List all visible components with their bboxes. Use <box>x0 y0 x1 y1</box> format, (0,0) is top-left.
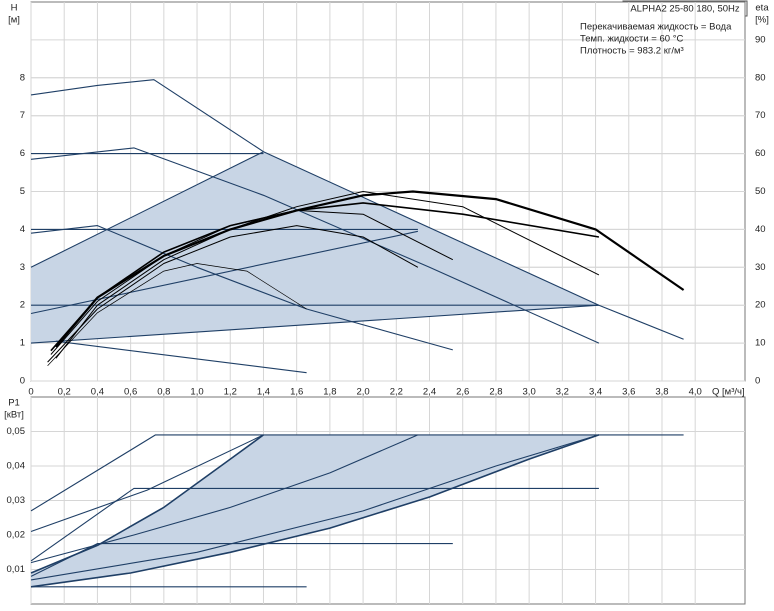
x-tick-label: 2,6 <box>456 387 469 398</box>
operating-area <box>31 151 599 344</box>
y-tick-label: 0,02 <box>7 530 26 541</box>
y-tick-label: 0,05 <box>7 426 26 437</box>
x-tick-label: 0 <box>28 387 33 398</box>
x-tick-label: 0,8 <box>157 387 170 398</box>
y2-tick-label: 30 <box>755 262 766 273</box>
y-tick-label: 2 <box>20 300 25 311</box>
annotation: Плотность = 983.2 кг/м³ <box>580 46 684 57</box>
y-axis-label: P1 <box>8 398 20 409</box>
x-tick-label: 0,6 <box>124 387 137 398</box>
y2-tick-label: 80 <box>755 72 766 83</box>
y-tick-label: 7 <box>20 110 25 121</box>
y2-tick-label: 70 <box>755 110 766 121</box>
x-axis-label: Q [м³/ч] <box>712 387 745 398</box>
x-tick-label: 3,6 <box>622 387 635 398</box>
curve <box>30 434 419 564</box>
x-tick-label: 1,4 <box>257 387 270 398</box>
annotation: Перекачиваемая жидкость = Вода <box>580 22 732 33</box>
y-axis-unit: [кВт] <box>4 410 24 421</box>
y-tick-label: 0,01 <box>7 564 26 575</box>
curve <box>47 225 419 363</box>
x-tick-label: 1,6 <box>290 387 303 398</box>
x-tick-label: 2,4 <box>423 387 436 398</box>
y2-tick-label: 60 <box>755 148 766 159</box>
y2-axis-label: eta <box>755 3 769 14</box>
y2-tick-label: 0 <box>755 376 760 387</box>
y-tick-label: 8 <box>20 72 25 83</box>
y-axis-unit: [м] <box>8 15 20 26</box>
curve <box>55 190 685 348</box>
y2-tick-label: 10 <box>755 338 766 349</box>
curve <box>55 340 307 374</box>
y2-tick-label: 20 <box>755 300 766 311</box>
curve <box>30 434 600 588</box>
x-tick-label: 2,8 <box>489 387 502 398</box>
y2-tick-label: 40 <box>755 224 766 235</box>
y-tick-label: 6 <box>20 148 25 159</box>
y2-axis-unit: [%] <box>755 15 769 26</box>
curve <box>30 487 599 562</box>
operating-area <box>31 434 599 587</box>
x-tick-label: 4,0 <box>689 387 702 398</box>
curve <box>30 147 600 344</box>
curve <box>30 79 684 340</box>
curve <box>30 304 599 344</box>
y-tick-label: 5 <box>20 186 25 197</box>
x-tick-label: 2,0 <box>356 387 369 398</box>
x-tick-label: 1,2 <box>224 387 237 398</box>
curve <box>30 225 453 351</box>
curve <box>50 209 454 355</box>
annotation: Темп. жидкости = 60 °C <box>580 34 683 45</box>
x-tick-label: 3,4 <box>589 387 602 398</box>
x-tick-label: 3,2 <box>556 387 569 398</box>
x-tick-label: 1,8 <box>323 387 336 398</box>
curve <box>30 434 600 581</box>
x-tick-label: 1,0 <box>190 387 203 398</box>
x-tick-label: 3,8 <box>655 387 668 398</box>
curve <box>30 434 684 512</box>
y-tick-label: 4 <box>20 224 25 235</box>
y-axis-label: H <box>11 3 18 14</box>
x-tick-label: 0,2 <box>58 387 71 398</box>
y-tick-label: 0,04 <box>7 461 26 472</box>
y-tick-label: 0,03 <box>7 495 26 506</box>
y2-tick-label: 90 <box>755 34 766 45</box>
chart-title: ALPHA2 25-80 180, 50Hz <box>630 4 740 15</box>
x-tick-label: 0,4 <box>91 387 104 398</box>
y2-tick-label: 50 <box>755 186 766 197</box>
curve <box>47 263 307 367</box>
y-tick-label: 0 <box>20 376 25 387</box>
curve <box>30 151 264 268</box>
y-tick-label: 1 <box>20 338 25 349</box>
x-tick-label: 3,0 <box>523 387 536 398</box>
x-tick-label: 2,2 <box>390 387 403 398</box>
curve <box>30 434 264 533</box>
y-tick-label: 3 <box>20 262 25 273</box>
curve <box>30 543 453 577</box>
